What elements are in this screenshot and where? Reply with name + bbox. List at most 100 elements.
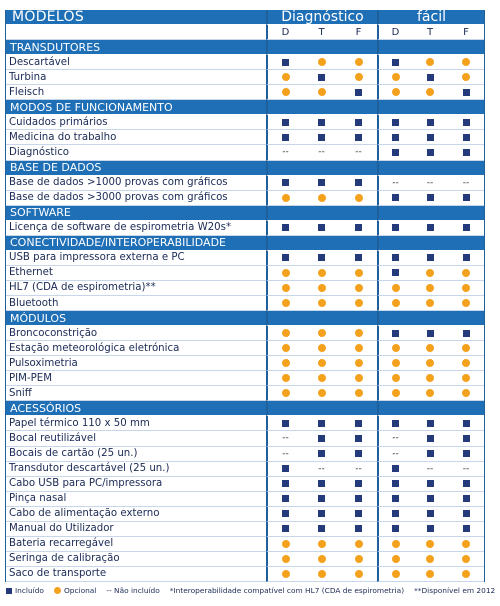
value-cell — [377, 536, 412, 552]
value-cell — [340, 507, 377, 522]
optional-dot-icon — [281, 73, 290, 82]
optional-dot-icon — [426, 554, 434, 563]
value-cell — [377, 130, 412, 146]
column-header-f: F — [448, 25, 484, 41]
value-cell — [303, 70, 340, 86]
section-header-fill — [448, 311, 484, 327]
included-square-icon — [426, 329, 434, 337]
included-square-icon — [282, 254, 289, 262]
row-label-papel-termico-110-x-50-mm: Papel térmico 110 x 50 mm — [6, 416, 266, 432]
value-cell — [266, 566, 303, 582]
row-label-hl7-cda-de-espirometria: HL7 (CDA de espirometria)** — [6, 281, 266, 296]
included-square-icon — [318, 480, 325, 488]
value-cell — [303, 191, 340, 206]
value-cell — [448, 522, 484, 537]
section-header-fill — [377, 205, 412, 221]
section-header-fill — [340, 205, 377, 221]
optional-dot-icon — [462, 268, 470, 277]
optional-dot-icon — [354, 344, 363, 353]
row-label-cabo-usb-para-pc-impressora: Cabo USB para PC/impressora — [6, 477, 266, 492]
value-cell — [412, 477, 448, 492]
section-header-fill — [412, 401, 448, 417]
included-square-icon — [282, 224, 289, 232]
section-header-fill — [303, 235, 340, 251]
value-cell — [340, 447, 377, 462]
value-cell — [266, 341, 303, 357]
value-cell — [448, 431, 484, 447]
not-included-dash: -- — [355, 463, 362, 474]
row-label-estacao-meteorologica-eletronica: Estação meteorológica eletrónica — [6, 341, 266, 357]
section-header-fill — [340, 100, 377, 116]
optional-dot-icon — [354, 554, 363, 563]
legend-note-2012: **Disponível em 2012 — [414, 586, 496, 595]
optional-dot-icon — [281, 299, 290, 308]
included-square-icon — [426, 450, 434, 458]
value-cell — [377, 280, 412, 296]
optional-dot-icon — [462, 539, 470, 548]
value-cell — [412, 70, 448, 86]
value-cell — [303, 266, 340, 281]
not-included-dash: -- — [318, 463, 325, 474]
optional-dot-icon — [391, 344, 400, 353]
not-included-dash: -- — [355, 147, 362, 158]
section-header-software: SOFTWARE — [6, 205, 266, 221]
optional-dot-icon — [354, 58, 363, 67]
optional-dot-icon — [354, 329, 363, 338]
optional-dot-icon — [354, 73, 363, 82]
value-cell — [303, 296, 340, 312]
optional-dot-icon — [281, 569, 290, 578]
not-included-dash: -- — [426, 177, 434, 188]
optional-dot-icon — [426, 344, 434, 353]
row-label-pim-pem: PIM-PEM — [6, 371, 266, 387]
value-cell — [448, 552, 484, 567]
value-cell — [412, 386, 448, 402]
section-header-fill — [377, 235, 412, 251]
value-cell — [377, 341, 412, 357]
row-label-broncoconstricao: Broncoconstrição — [6, 326, 266, 342]
value-cell — [303, 251, 340, 266]
included-square-icon — [355, 88, 362, 96]
optional-dot-icon — [462, 299, 470, 308]
included-square-icon — [426, 510, 434, 518]
included-square-icon — [462, 525, 470, 533]
value-cell — [303, 567, 340, 582]
included-square-icon — [282, 510, 289, 518]
optional-dot-icon — [354, 283, 363, 292]
value-cell — [340, 176, 377, 191]
included-square-icon — [392, 269, 399, 277]
optional-dot-icon — [391, 539, 400, 548]
value-cell — [303, 176, 340, 191]
row-label-medicina-do-trabalho: Medicina do trabalho — [6, 130, 266, 146]
value-cell: -- — [340, 462, 377, 477]
value-cell — [266, 551, 303, 567]
section-header-fill — [448, 235, 484, 251]
value-cell — [340, 221, 377, 236]
section-header-fill — [448, 40, 484, 56]
value-cell — [412, 356, 448, 372]
section-header-fill — [412, 205, 448, 221]
section-header-fill — [377, 100, 412, 116]
included-square-icon — [318, 495, 325, 503]
value-cell: -- — [266, 446, 303, 462]
value-cell — [377, 506, 412, 522]
included-square-icon — [355, 480, 362, 488]
optional-dot-icon — [281, 268, 290, 277]
section-header-conectividade-interoperabilidade: CONECTIVIDADE/INTEROPERABILIDADE — [6, 235, 266, 251]
value-cell — [377, 461, 412, 477]
included-square-icon — [318, 179, 325, 187]
group-header-diagnostico: Diagnóstico — [266, 10, 377, 26]
not-included-dash: -- — [282, 448, 289, 459]
value-cell — [340, 281, 377, 296]
optional-dot-icon — [317, 88, 326, 97]
optional-dot-icon — [317, 359, 326, 368]
value-cell — [266, 85, 303, 101]
value-cell — [340, 356, 377, 372]
section-header-fill — [266, 401, 303, 417]
value-cell — [448, 221, 484, 236]
value-cell — [412, 371, 448, 387]
section-header-fill — [340, 160, 377, 176]
value-cell — [412, 341, 448, 357]
value-cell — [303, 431, 340, 447]
section-header-fill — [412, 160, 448, 176]
column-header-f: F — [340, 25, 377, 41]
